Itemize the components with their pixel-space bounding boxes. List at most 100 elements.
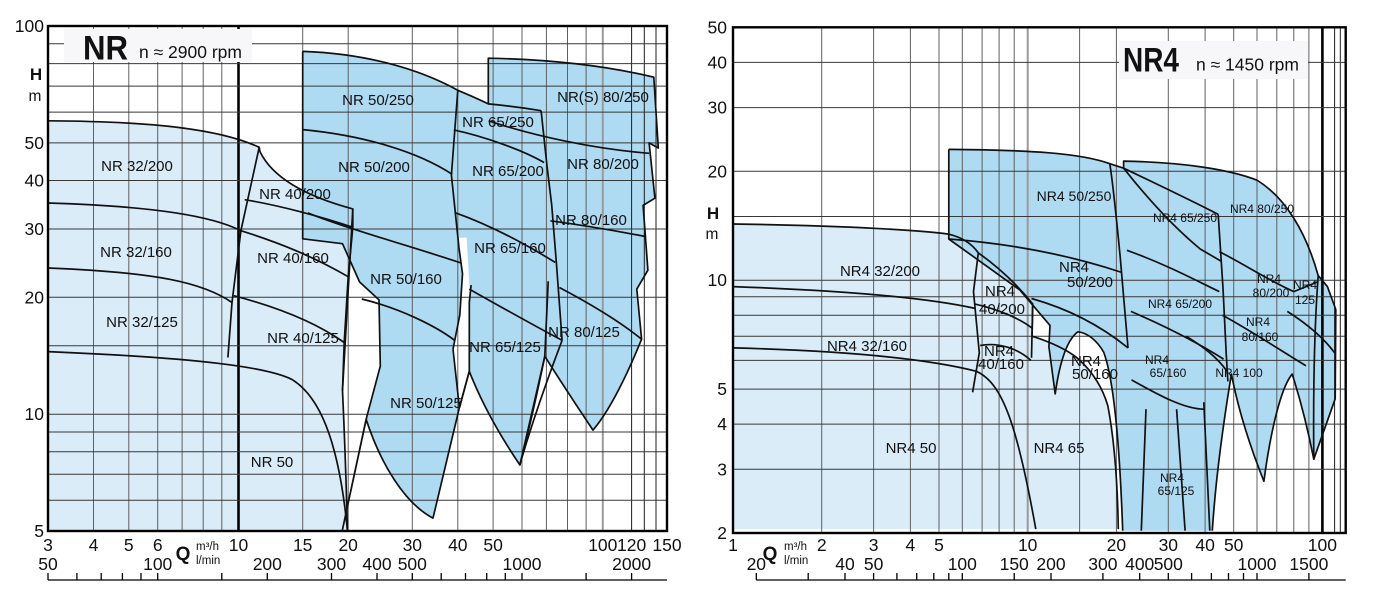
svg-text:NR4: NR4 xyxy=(1145,353,1169,367)
svg-text:n ≈ 2900 rpm: n ≈ 2900 rpm xyxy=(139,42,242,62)
svg-text:50/200: 50/200 xyxy=(1067,274,1113,291)
svg-text:1000: 1000 xyxy=(503,554,542,574)
svg-text:200: 200 xyxy=(253,554,282,574)
svg-text:m³/h: m³/h xyxy=(784,541,807,553)
svg-text:40: 40 xyxy=(708,52,728,72)
svg-text:2: 2 xyxy=(717,523,727,543)
svg-text:300: 300 xyxy=(317,554,346,574)
svg-text:10: 10 xyxy=(25,404,45,424)
svg-text:NR 40/125: NR 40/125 xyxy=(267,330,339,347)
svg-text:1000: 1000 xyxy=(1238,554,1277,574)
svg-text:100: 100 xyxy=(1308,535,1337,555)
svg-text:400: 400 xyxy=(362,554,391,574)
svg-text:NR4 65: NR4 65 xyxy=(1034,440,1085,457)
svg-text:NR4: NR4 xyxy=(985,283,1015,300)
svg-text:80/160: 80/160 xyxy=(1242,330,1279,344)
svg-text:NR4 32/200: NR4 32/200 xyxy=(840,263,920,280)
svg-text:NR 80/160: NR 80/160 xyxy=(555,212,627,229)
svg-text:NR 65/160: NR 65/160 xyxy=(474,240,546,257)
svg-text:NR4: NR4 xyxy=(1293,278,1317,292)
svg-text:125: 125 xyxy=(1295,293,1315,307)
svg-text:NR4 65/250: NR4 65/250 xyxy=(1153,211,1217,225)
svg-text:m: m xyxy=(706,226,719,243)
svg-text:40/200: 40/200 xyxy=(979,301,1025,318)
svg-text:100: 100 xyxy=(143,554,172,574)
svg-text:30: 30 xyxy=(1159,535,1179,555)
svg-text:4: 4 xyxy=(717,414,727,434)
svg-text:2: 2 xyxy=(817,535,827,555)
svg-text:40: 40 xyxy=(1195,535,1215,555)
svg-text:l/min: l/min xyxy=(784,555,808,567)
svg-text:3: 3 xyxy=(717,459,727,479)
svg-text:500: 500 xyxy=(1154,554,1183,574)
svg-text:NR 50/250: NR 50/250 xyxy=(342,92,414,109)
svg-text:m: m xyxy=(29,88,42,105)
svg-text:200: 200 xyxy=(1036,554,1065,574)
svg-text:50: 50 xyxy=(708,17,728,37)
svg-text:6: 6 xyxy=(153,535,163,555)
svg-text:5: 5 xyxy=(717,379,727,399)
svg-text:NR(S) 80/250: NR(S) 80/250 xyxy=(557,89,649,106)
svg-text:NR 50: NR 50 xyxy=(251,454,294,471)
svg-text:30: 30 xyxy=(708,98,728,118)
svg-text:1500: 1500 xyxy=(1289,554,1328,574)
svg-text:Q: Q xyxy=(763,544,778,565)
svg-text:40/160: 40/160 xyxy=(978,356,1024,373)
svg-text:50/160: 50/160 xyxy=(1072,366,1118,383)
svg-text:100: 100 xyxy=(588,535,617,555)
svg-text:H: H xyxy=(30,65,42,84)
svg-text:NR4 100: NR4 100 xyxy=(1215,366,1263,380)
svg-text:NR 50/160: NR 50/160 xyxy=(370,271,442,288)
svg-text:NR4 50/250: NR4 50/250 xyxy=(1037,188,1112,204)
svg-text:500: 500 xyxy=(398,554,427,574)
svg-text:NR 50/125: NR 50/125 xyxy=(390,395,462,412)
svg-text:1: 1 xyxy=(728,535,738,555)
svg-text:5: 5 xyxy=(34,521,44,541)
svg-text:NR4: NR4 xyxy=(1246,315,1270,329)
svg-text:NR 80/125: NR 80/125 xyxy=(548,324,620,341)
svg-text:NR 32/160: NR 32/160 xyxy=(100,244,172,261)
svg-text:40: 40 xyxy=(835,554,855,574)
svg-text:5: 5 xyxy=(124,535,134,555)
svg-text:NR4 50: NR4 50 xyxy=(886,440,937,457)
svg-text:15: 15 xyxy=(293,535,312,555)
svg-text:20: 20 xyxy=(747,554,767,574)
svg-text:30: 30 xyxy=(25,219,45,239)
svg-text:4: 4 xyxy=(906,535,916,555)
svg-text:150: 150 xyxy=(1000,554,1029,574)
svg-text:m³/h: m³/h xyxy=(196,541,219,553)
svg-text:NR 40/160: NR 40/160 xyxy=(257,250,329,267)
svg-text:NR4: NR4 xyxy=(1160,471,1184,485)
svg-text:Q: Q xyxy=(176,544,191,565)
svg-text:NR: NR xyxy=(83,30,128,68)
svg-text:n ≈ 1450 rpm: n ≈ 1450 rpm xyxy=(1196,55,1299,75)
svg-text:3: 3 xyxy=(43,535,53,555)
svg-text:NR 50/200: NR 50/200 xyxy=(338,159,410,176)
svg-text:50: 50 xyxy=(483,535,503,555)
svg-text:NR 80/200: NR 80/200 xyxy=(567,156,639,173)
svg-text:120: 120 xyxy=(617,535,646,555)
svg-text:400: 400 xyxy=(1125,554,1154,574)
svg-text:40: 40 xyxy=(448,535,468,555)
svg-text:50: 50 xyxy=(1224,535,1244,555)
svg-text:10: 10 xyxy=(1018,535,1038,555)
svg-text:NR 32/200: NR 32/200 xyxy=(101,158,173,175)
svg-text:NR 32/125: NR 32/125 xyxy=(106,314,178,331)
svg-text:NR 40/200: NR 40/200 xyxy=(259,186,331,203)
svg-text:50: 50 xyxy=(864,554,884,574)
svg-text:20: 20 xyxy=(338,535,358,555)
svg-text:80/200: 80/200 xyxy=(1253,286,1290,300)
svg-text:NR4: NR4 xyxy=(1123,42,1179,80)
svg-text:20: 20 xyxy=(25,287,45,307)
svg-text:20: 20 xyxy=(708,161,728,181)
svg-text:100: 100 xyxy=(15,16,44,36)
svg-text:150: 150 xyxy=(652,535,681,555)
svg-text:4: 4 xyxy=(89,535,99,555)
svg-text:NR4 32/160: NR4 32/160 xyxy=(827,338,907,355)
svg-text:2000: 2000 xyxy=(612,554,651,574)
svg-text:NR 65/200: NR 65/200 xyxy=(472,163,544,180)
svg-text:50: 50 xyxy=(25,133,45,153)
svg-text:40: 40 xyxy=(25,171,45,191)
svg-text:50: 50 xyxy=(38,554,58,574)
svg-text:20: 20 xyxy=(1107,535,1127,555)
